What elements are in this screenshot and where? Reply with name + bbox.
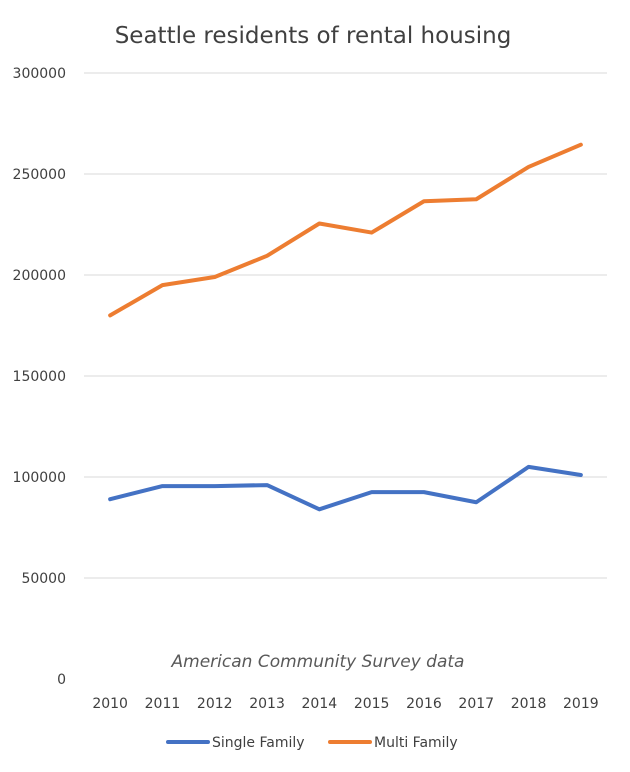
x-tick-label: 2013 — [249, 696, 285, 712]
y-tick-label: 200000 — [13, 268, 66, 284]
y-tick-label: 100000 — [13, 470, 66, 486]
series-lines — [108, 142, 583, 512]
legend-label: Multi Family — [374, 735, 458, 751]
gridlines — [84, 72, 607, 579]
series-line-multi-family — [108, 142, 583, 318]
chart-title: Seattle residents of rental housing — [115, 23, 512, 49]
series-line-single-family — [108, 464, 583, 512]
y-tick-label: 250000 — [13, 167, 66, 183]
x-tick-label: 2014 — [302, 696, 338, 712]
x-tick-label: 2010 — [92, 696, 128, 712]
chart-annotation: American Community Survey data — [171, 652, 465, 672]
x-tick-label: 2016 — [406, 696, 442, 712]
x-tick-label: 2012 — [197, 696, 233, 712]
x-tick-label: 2011 — [145, 696, 181, 712]
x-tick-label: 2018 — [511, 696, 547, 712]
legend-label: Single Family — [212, 735, 305, 751]
y-axis-ticks: 0 50000 100000 150000 200000 250000 300000 — [13, 66, 66, 688]
x-tick-label: 2019 — [563, 696, 599, 712]
y-tick-label: 150000 — [13, 369, 66, 385]
y-tick-label: 50000 — [21, 571, 66, 587]
x-tick-label: 2017 — [458, 696, 494, 712]
x-tick-label: 2015 — [354, 696, 390, 712]
y-tick-label: 0 — [57, 672, 66, 688]
y-tick-label: 300000 — [13, 66, 66, 82]
legend: Single Family Multi Family — [166, 735, 458, 751]
x-axis-ticks: 2010 2011 2012 2013 2014 2015 2016 2017 2018 2019 — [92, 696, 598, 712]
